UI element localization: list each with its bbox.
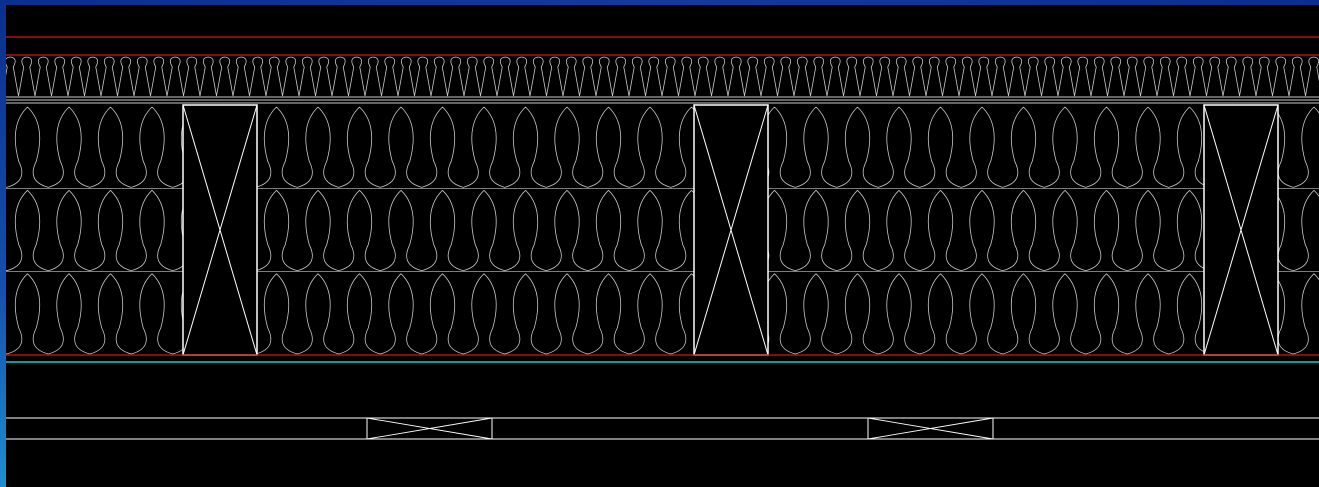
- stud-cross-line: [182, 104, 258, 356]
- sheathing-board: [6, 96, 1319, 104]
- batten: [867, 417, 994, 440]
- batt-insulation-hatch: [6, 106, 1319, 355]
- batten-outline: [867, 417, 994, 440]
- window-frame-left: [0, 0, 6, 487]
- outer-membrane: [6, 36, 1319, 56]
- wall-section-drawing[interactable]: [6, 5, 1319, 487]
- drawing-viewport[interactable]: [6, 5, 1319, 487]
- batten: [366, 417, 493, 440]
- battens: [6, 417, 1319, 440]
- stud-cross-line: [693, 104, 769, 356]
- stud: [1203, 104, 1279, 356]
- stud: [182, 104, 258, 356]
- batten-cross-line: [867, 417, 994, 440]
- window-frame-top: [0, 0, 1319, 5]
- studs: [182, 104, 1279, 356]
- batten-outline: [366, 417, 493, 440]
- batten-cross-line: [366, 417, 493, 440]
- stud: [693, 104, 769, 356]
- rigid-insulation-hatch: [6, 56, 1319, 97]
- stud-cross-line: [1203, 104, 1279, 356]
- rigid-insulation-board: [6, 56, 1319, 97]
